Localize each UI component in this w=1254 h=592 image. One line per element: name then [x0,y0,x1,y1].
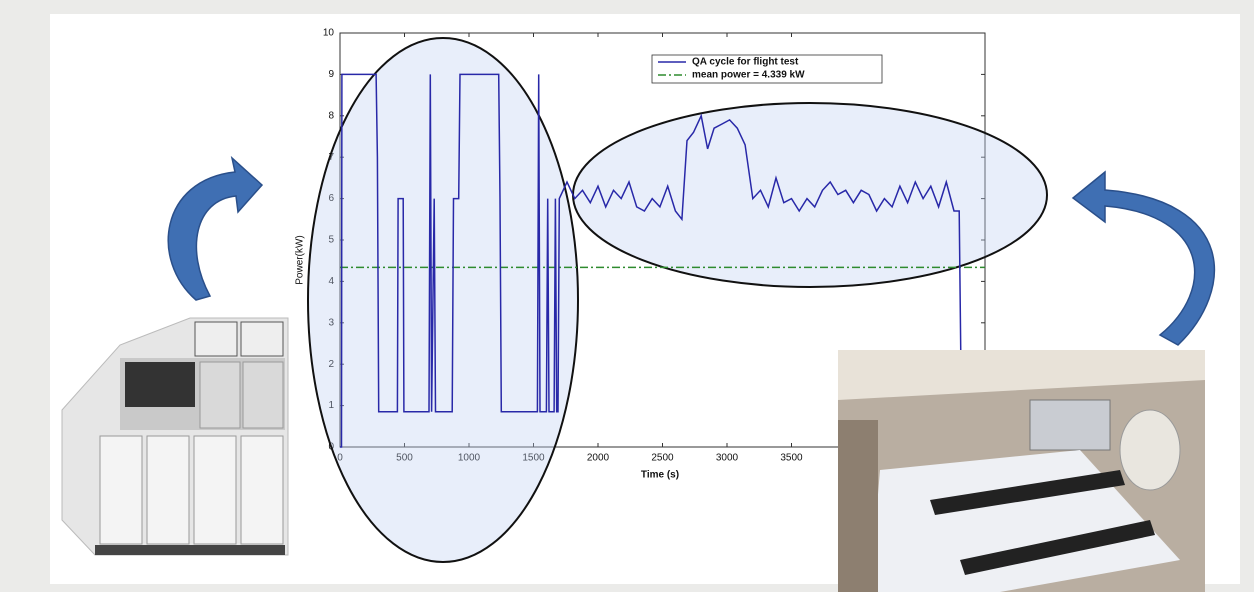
legend-label: QA cycle for flight test [692,57,799,68]
strap [930,470,1125,515]
galley-trolley [240,435,284,545]
y-tick-label: 9 [328,69,334,80]
x-tick-label: 0 [337,453,343,464]
y-tick-label: 10 [323,28,335,39]
cabin-equipment [1029,399,1111,451]
galley-photo [61,317,289,556]
y-tick-label: 8 [328,110,334,121]
x-tick-label: 2500 [651,453,674,464]
galley-panel [240,321,284,357]
y-tick-label: 2 [328,359,334,370]
cabin-photo [838,350,1205,592]
legend: QA cycle for flight test mean power = 4.3… [651,54,883,84]
y-tick-label: 4 [328,276,334,287]
ticks: 0123456789100500100015002000250030003500 [323,28,985,464]
galley-trolley [99,435,143,545]
arrow [1071,170,1216,346]
cabin-wall [838,420,878,592]
highlight-ellipse [307,37,579,563]
highlight-ellipse [572,102,1048,288]
galley-trolley [193,435,237,545]
y-tick-label: 1 [328,400,334,411]
galley-door [199,361,241,429]
cabin-ceiling [838,350,1205,400]
arrow [167,155,264,301]
highlights [307,37,1048,563]
galley-panel [194,321,238,357]
x-tick-label: 2000 [587,453,610,464]
x-axis-label: Time (s) [641,470,679,481]
galley-base [95,545,285,555]
data-line [340,73,963,448]
x-tick-label: 3000 [716,453,739,464]
x-tick-label: 500 [396,453,413,464]
y-tick-label: 3 [328,317,334,328]
galley-door [242,361,284,429]
legend-box [651,54,883,84]
y-axis-label: Power(kW) [295,235,306,284]
legend-label: mean power = 4.339 kW [692,70,805,81]
cabin-window [1119,409,1181,491]
y-tick-label: 5 [328,235,334,246]
y-tick-label: 7 [328,152,334,163]
y-tick-label: 6 [328,193,334,204]
data-lines [340,73,985,448]
x-tick-label: 1000 [458,453,481,464]
x-tick-label: 3500 [780,453,803,464]
strap [960,520,1155,575]
galley-trolley [146,435,190,545]
x-tick-label: 1500 [522,453,545,464]
galley-ovens [125,362,195,407]
